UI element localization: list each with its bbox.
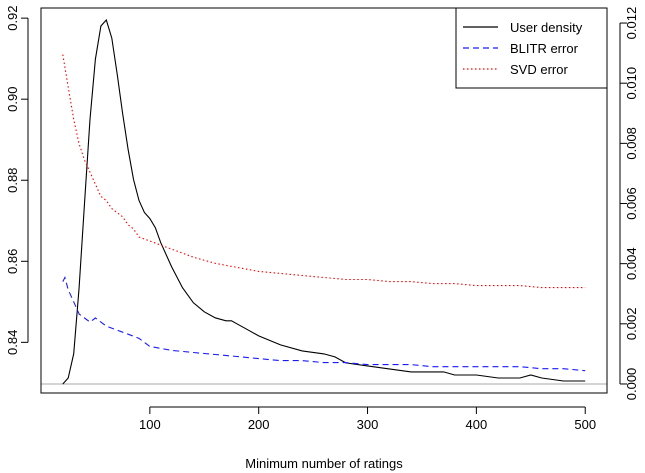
- plot-area-frame: [40, 7, 608, 394]
- y-left-tick-label: 0.88: [5, 168, 20, 193]
- y-axis-left: 0.84 0.86 0.88 0.90 0.92: [5, 5, 29, 355]
- y-right-tick-label: 0.012: [624, 7, 639, 40]
- x-tick-label: 200: [248, 417, 270, 432]
- legend-label-1: User density: [510, 20, 583, 35]
- y-right-tick-label: 0.006: [624, 187, 639, 220]
- series-layer: [62, 18, 586, 385]
- legend-label-2: BLITR error: [510, 41, 579, 56]
- legend: User density BLITR error SVD error: [455, 7, 608, 89]
- y-right-tick-label: 0.010: [624, 67, 639, 100]
- y-left-tick-label: 0.92: [5, 5, 20, 30]
- x-axis: 100 200 300 400 500: [139, 406, 596, 432]
- y-left-tick-label: 0.86: [5, 249, 20, 274]
- series-line-1: [62, 18, 586, 385]
- y-right-tick-label: 0.000: [624, 368, 639, 401]
- y-axis-right: 0.000 0.002 0.004 0.006 0.008 0.010 0.012: [619, 7, 639, 401]
- x-tick-label: 300: [357, 417, 379, 432]
- y-right-tick-label: 0.004: [624, 247, 639, 280]
- y-right-tick-label: 0.002: [624, 308, 639, 341]
- x-tick-label: 400: [466, 417, 488, 432]
- x-tick-label: 500: [574, 417, 596, 432]
- legend-label-3: SVD error: [510, 62, 568, 77]
- y-left-tick-label: 0.84: [5, 330, 20, 355]
- legend-box: [455, 7, 608, 89]
- series-line-2: [62, 275, 586, 372]
- y-right-tick-label: 0.008: [624, 127, 639, 160]
- x-axis-title: Minimum number of ratings: [245, 456, 403, 471]
- y-left-tick-label: 0.90: [5, 87, 20, 112]
- x-tick-label: 100: [139, 417, 161, 432]
- series-line-3: [62, 54, 586, 289]
